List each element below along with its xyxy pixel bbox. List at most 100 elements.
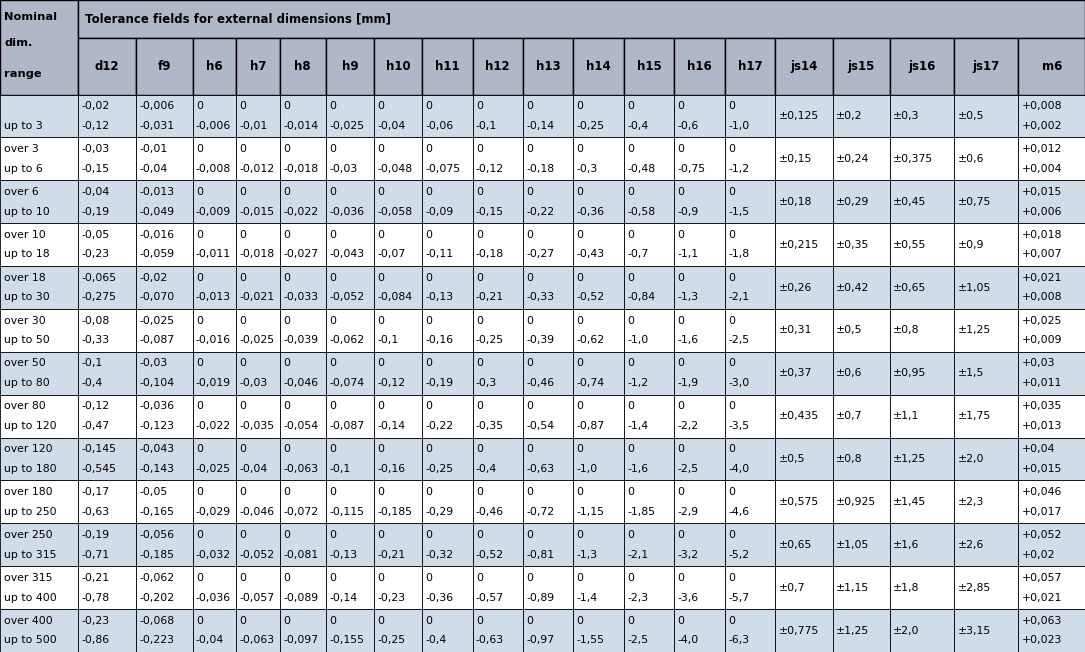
Text: -0,01: -0,01 bbox=[140, 144, 168, 154]
Text: 0: 0 bbox=[678, 487, 685, 497]
Bar bbox=[725, 223, 776, 266]
Text: 0: 0 bbox=[728, 230, 736, 240]
Text: 0: 0 bbox=[425, 573, 432, 583]
Text: -0,19: -0,19 bbox=[81, 530, 110, 540]
Text: -0,04: -0,04 bbox=[140, 164, 168, 173]
Text: 0: 0 bbox=[329, 615, 336, 626]
Text: 0: 0 bbox=[627, 444, 635, 454]
Text: +0,009: +0,009 bbox=[1022, 335, 1062, 346]
Text: 0: 0 bbox=[329, 144, 336, 154]
Text: -0,43: -0,43 bbox=[577, 250, 604, 259]
Text: -1,15: -1,15 bbox=[577, 507, 604, 517]
Text: ±0,215: ±0,215 bbox=[779, 240, 819, 250]
Text: 0: 0 bbox=[283, 530, 290, 540]
Text: 0: 0 bbox=[476, 273, 483, 283]
Text: ±0,45: ±0,45 bbox=[893, 197, 927, 207]
Bar bbox=[1019, 524, 1085, 566]
Text: 0: 0 bbox=[329, 230, 336, 240]
Bar bbox=[776, 481, 832, 524]
Text: 0: 0 bbox=[196, 530, 203, 540]
Text: 0: 0 bbox=[678, 401, 685, 411]
Text: -0,62: -0,62 bbox=[577, 335, 604, 346]
Bar bbox=[890, 394, 954, 437]
Bar bbox=[954, 38, 1019, 95]
Text: f9: f9 bbox=[157, 60, 171, 72]
Text: -4,6: -4,6 bbox=[728, 507, 750, 517]
Text: 0: 0 bbox=[728, 359, 736, 368]
Bar bbox=[624, 309, 675, 352]
Text: h7: h7 bbox=[250, 60, 266, 72]
Text: up to 180: up to 180 bbox=[4, 464, 58, 474]
Text: -0,21: -0,21 bbox=[476, 292, 503, 303]
Text: 0: 0 bbox=[577, 101, 584, 111]
Bar bbox=[326, 481, 374, 524]
Text: -0,545: -0,545 bbox=[81, 464, 116, 474]
Bar bbox=[1019, 38, 1085, 95]
Text: -1,8: -1,8 bbox=[728, 250, 750, 259]
Bar bbox=[374, 566, 422, 609]
Text: +0,025: +0,025 bbox=[1022, 316, 1062, 325]
Text: -0,155: -0,155 bbox=[329, 636, 363, 645]
Text: ±0,29: ±0,29 bbox=[835, 197, 869, 207]
Bar bbox=[890, 309, 954, 352]
Text: -0,014: -0,014 bbox=[283, 121, 318, 131]
Text: -0,22: -0,22 bbox=[425, 421, 454, 431]
Text: up to 6: up to 6 bbox=[4, 164, 43, 173]
Text: -0,075: -0,075 bbox=[425, 164, 460, 173]
Text: ±1,05: ±1,05 bbox=[835, 540, 869, 550]
Text: 0: 0 bbox=[329, 101, 336, 111]
Bar bbox=[675, 481, 725, 524]
Text: -0,4: -0,4 bbox=[627, 121, 649, 131]
Bar bbox=[954, 309, 1019, 352]
Bar bbox=[1019, 481, 1085, 524]
Text: -0,19: -0,19 bbox=[81, 207, 110, 216]
Bar bbox=[326, 524, 374, 566]
Text: over 50: over 50 bbox=[4, 359, 46, 368]
Text: -0,009: -0,009 bbox=[196, 207, 231, 216]
Bar bbox=[280, 309, 326, 352]
Text: 0: 0 bbox=[378, 444, 384, 454]
Bar bbox=[374, 38, 422, 95]
Text: ±0,6: ±0,6 bbox=[835, 368, 863, 378]
Text: dim.: dim. bbox=[4, 38, 33, 48]
Text: 0: 0 bbox=[425, 144, 432, 154]
Bar bbox=[954, 266, 1019, 309]
Text: -0,14: -0,14 bbox=[526, 121, 554, 131]
Text: over 3: over 3 bbox=[4, 144, 39, 154]
Bar bbox=[280, 38, 326, 95]
Text: -0,025: -0,025 bbox=[329, 121, 365, 131]
Text: -0,018: -0,018 bbox=[283, 164, 318, 173]
Text: 0: 0 bbox=[378, 573, 384, 583]
Text: -0,74: -0,74 bbox=[577, 378, 604, 388]
Text: 0: 0 bbox=[476, 444, 483, 454]
Text: -0,062: -0,062 bbox=[140, 573, 175, 583]
Bar bbox=[832, 95, 890, 138]
Text: 0: 0 bbox=[283, 273, 290, 283]
Text: -0,097: -0,097 bbox=[283, 636, 318, 645]
Text: -0,275: -0,275 bbox=[81, 292, 116, 303]
Text: -0,07: -0,07 bbox=[378, 250, 406, 259]
Bar bbox=[776, 309, 832, 352]
Text: -0,7: -0,7 bbox=[627, 250, 649, 259]
Text: -0,063: -0,063 bbox=[240, 636, 275, 645]
Text: -0,04: -0,04 bbox=[240, 464, 268, 474]
Bar bbox=[374, 95, 422, 138]
Text: 0: 0 bbox=[526, 487, 533, 497]
Text: -1,0: -1,0 bbox=[627, 335, 649, 346]
Bar bbox=[523, 138, 574, 181]
Text: -0,01: -0,01 bbox=[240, 121, 268, 131]
Bar bbox=[574, 566, 624, 609]
Text: -0,58: -0,58 bbox=[627, 207, 655, 216]
Bar bbox=[954, 181, 1019, 223]
Text: -0,52: -0,52 bbox=[476, 550, 503, 559]
Text: 0: 0 bbox=[329, 273, 336, 283]
Text: -0,072: -0,072 bbox=[283, 507, 318, 517]
Bar bbox=[137, 566, 193, 609]
Text: -5,7: -5,7 bbox=[728, 593, 750, 602]
Text: h13: h13 bbox=[536, 60, 561, 72]
Bar bbox=[237, 181, 280, 223]
Text: 0: 0 bbox=[627, 487, 635, 497]
Text: -0,13: -0,13 bbox=[425, 292, 454, 303]
Bar bbox=[0, 181, 78, 223]
Text: 0: 0 bbox=[627, 615, 635, 626]
